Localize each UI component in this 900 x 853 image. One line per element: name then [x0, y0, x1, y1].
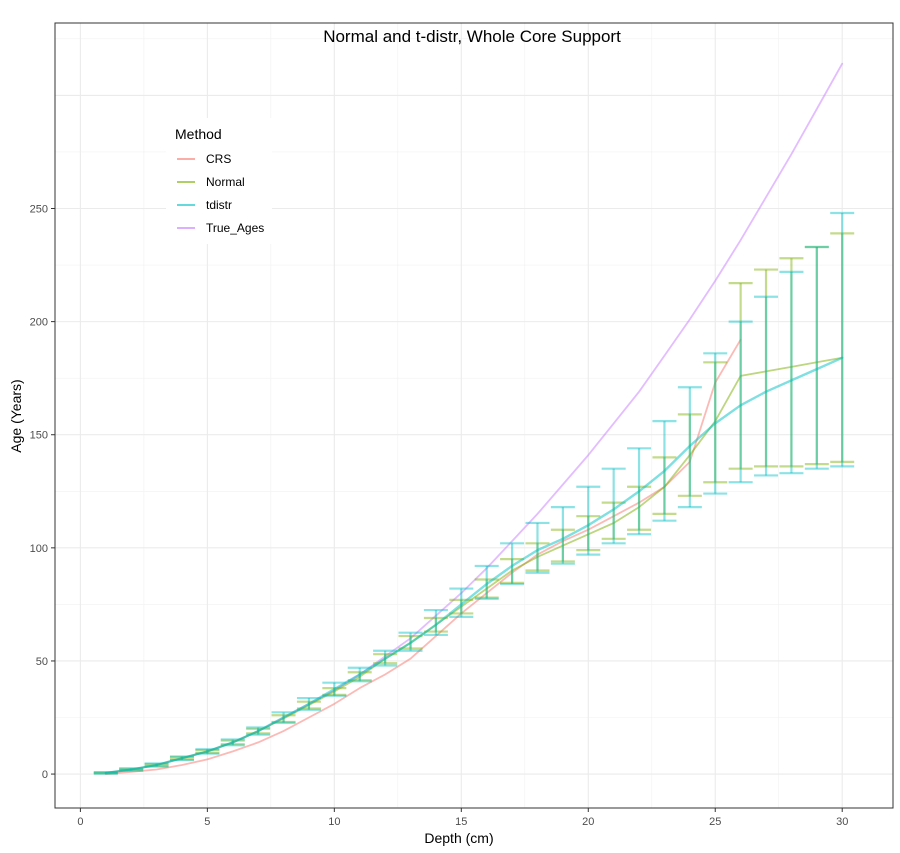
error-bar: [601, 467, 626, 545]
error-bar: [500, 542, 525, 586]
error-bar: [500, 558, 525, 585]
series-crs: [104, 338, 742, 775]
error-bar: [398, 631, 423, 652]
legend-label: CRS: [206, 152, 231, 166]
legend-label: tdistr: [206, 198, 232, 212]
error-bar: [195, 748, 220, 755]
chart-title: Normal and t-distr, Whole Core Support: [323, 27, 621, 46]
x-tick-label: 25: [709, 816, 721, 828]
error-bar: [728, 320, 753, 484]
error-bar: [627, 447, 652, 536]
x-tick-label: 15: [455, 816, 467, 828]
grid-layer: [55, 23, 893, 808]
x-tick-label: 0: [77, 816, 83, 828]
error-bar: [271, 711, 296, 724]
error-bar: [525, 542, 550, 572]
legend-entries: CRS Normal tdistr True_Ages: [177, 152, 264, 235]
error-bar: [804, 245, 829, 470]
y-tick-label: 200: [30, 317, 48, 329]
legend-entry: Normal: [177, 175, 245, 189]
legend-entry: True_Ages: [177, 221, 264, 235]
legend-entry: tdistr: [177, 198, 232, 212]
error-bar: [423, 608, 448, 637]
error-bar: [804, 245, 829, 466]
error-bar: [93, 771, 118, 775]
error-bar: [830, 211, 855, 468]
error-bar: [119, 767, 144, 772]
y-tick-label: 150: [30, 430, 48, 442]
y-axis-title: Age (Years): [8, 379, 24, 452]
x-tick-label: 5: [204, 816, 210, 828]
error-bar: [779, 257, 804, 468]
error-bar: [169, 755, 194, 762]
x-tick-label: 20: [582, 816, 594, 828]
error-bar: [246, 726, 271, 736]
error-bar: [652, 420, 677, 522]
error-bar: [322, 681, 347, 697]
error-bar: [779, 270, 804, 475]
x-axis-title: Depth (cm): [424, 830, 493, 846]
series-line-tdistr: [104, 356, 844, 775]
error-bar: [703, 352, 728, 495]
error-bar: [550, 506, 575, 565]
x-tick-label: 30: [836, 816, 848, 828]
legend-label: True_Ages: [206, 221, 264, 235]
error-bar: [627, 485, 652, 531]
error-bar: [754, 295, 779, 477]
error-bar: [296, 696, 321, 711]
axis-layer: 0 5 10 15 20 25 30 0 50 100 150 200 250: [30, 204, 849, 828]
error-bar: [652, 456, 677, 516]
legend: Method CRS Normal tdistr True_Ages: [166, 118, 272, 244]
error-bar: [220, 738, 245, 747]
error-bar: [525, 521, 550, 574]
legend-label: Normal: [206, 175, 245, 189]
error-bar: [144, 762, 169, 768]
error-bar: [373, 649, 398, 667]
error-bar: [550, 528, 575, 563]
x-tick-label: 10: [328, 816, 340, 828]
legend-entry: CRS: [177, 152, 231, 166]
error-bar: [677, 386, 702, 509]
series-line-crs: [104, 338, 742, 775]
y-tick-label: 50: [36, 656, 48, 668]
error-bar: [449, 598, 474, 615]
error-bar: [449, 587, 474, 618]
error-bar: [474, 564, 499, 600]
error-bar: [754, 268, 779, 468]
series-tdistr: [93, 211, 855, 775]
error-bar: [576, 515, 601, 552]
y-tick-label: 100: [30, 543, 48, 555]
error-bar: [347, 666, 372, 683]
error-bar: [728, 282, 753, 470]
legend-title: Method: [175, 126, 222, 142]
y-tick-label: 0: [42, 769, 48, 781]
error-bar: [576, 485, 601, 556]
series-layer: [93, 62, 855, 775]
plot-border: [54, 22, 894, 809]
error-bar: [677, 413, 702, 497]
y-tick-label: 250: [30, 204, 48, 216]
error-bar: [830, 232, 855, 463]
